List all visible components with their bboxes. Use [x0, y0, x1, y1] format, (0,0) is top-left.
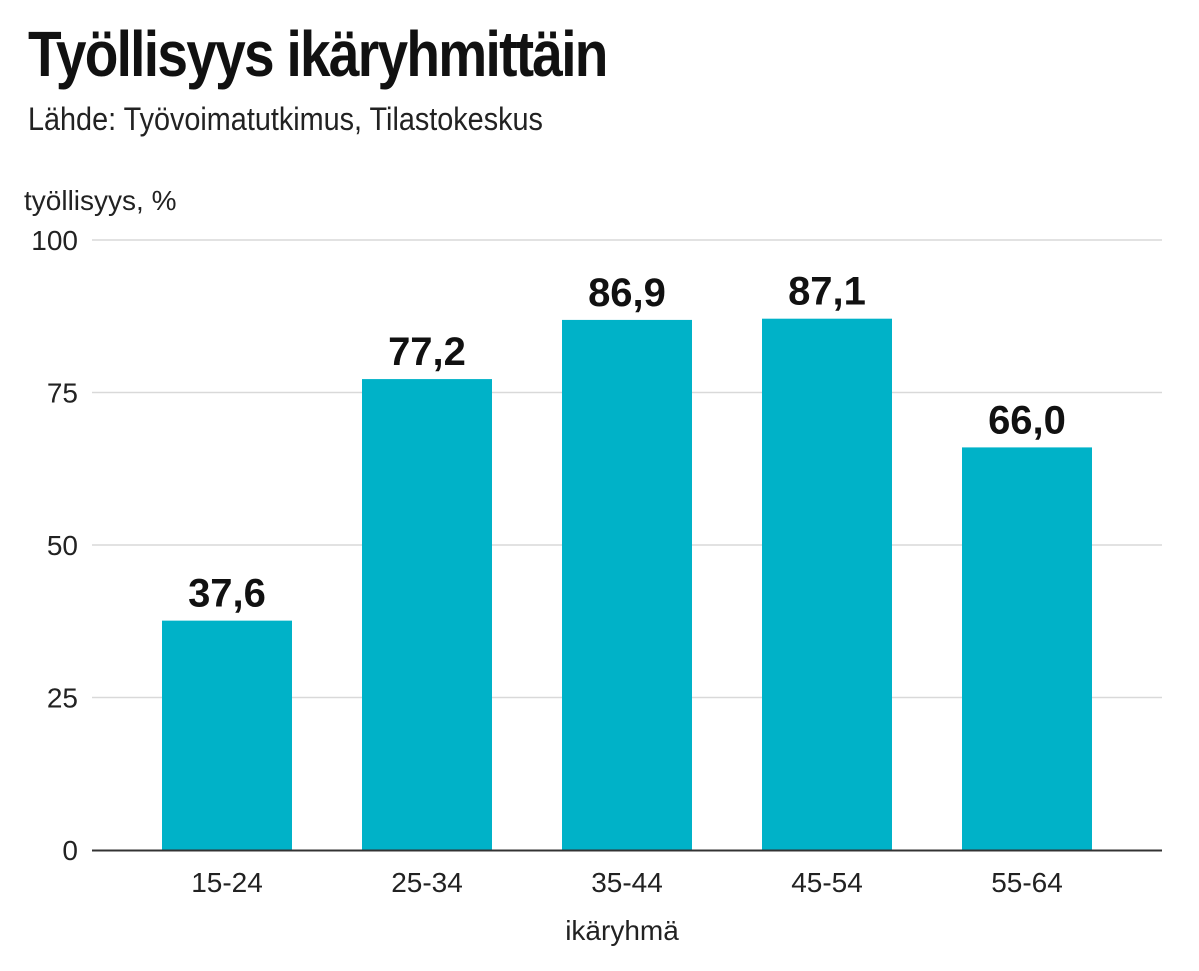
x-tick-label: 25-34	[391, 867, 463, 898]
bar-15-24	[162, 620, 292, 850]
x-tick-label: 35-44	[591, 867, 663, 898]
y-tick-label: 75	[47, 378, 78, 409]
x-tick-label: 45-54	[791, 867, 863, 898]
bar-35-44	[562, 319, 692, 850]
chart-subtitle: Lähde: Työvoimatutkimus, Tilastokeskus	[28, 101, 543, 137]
y-tick-label: 0	[62, 835, 78, 866]
data-label: 86,9	[588, 271, 666, 315]
y-tick-label: 25	[47, 683, 78, 714]
data-label: 77,2	[388, 330, 466, 374]
x-tick-label: 15-24	[191, 867, 263, 898]
x-tick-label: 55-64	[991, 867, 1063, 898]
y-axis-label: työllisyys, %	[24, 185, 176, 216]
bar-45-54	[762, 318, 892, 850]
bar-25-34	[362, 379, 492, 850]
data-label: 66,0	[988, 398, 1066, 442]
data-label: 87,1	[788, 270, 866, 314]
y-tick-label: 50	[47, 530, 78, 561]
data-label: 37,6	[188, 572, 266, 616]
x-axis-label: ikäryhmä	[565, 915, 679, 946]
bar-55-64	[962, 447, 1092, 850]
y-tick-label: 100	[31, 225, 78, 256]
chart-title: Työllisyys ikäryhmittäin	[28, 18, 608, 90]
